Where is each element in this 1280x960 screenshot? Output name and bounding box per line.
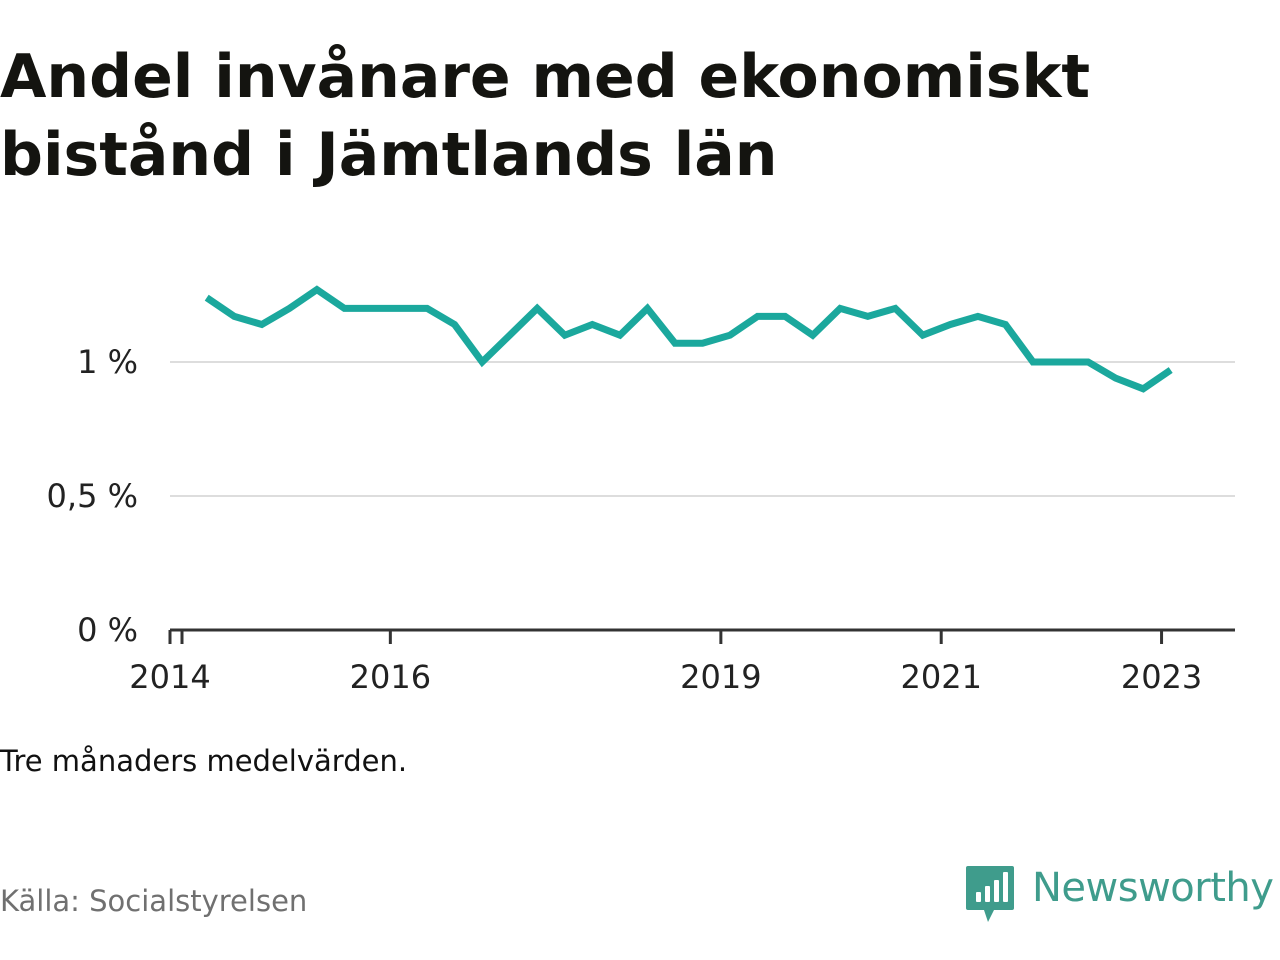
x-axis-labels: 2014 2016 2019 2021 2023	[129, 658, 1202, 696]
chart-note: Tre månaders medelvärden.	[0, 744, 408, 778]
y-tick-label: 0,5 %	[47, 477, 138, 515]
brand-name: Newsworthy	[1032, 865, 1274, 911]
series-line	[204, 285, 1173, 393]
brand[interactable]: Newsworthy	[964, 862, 1274, 926]
chart-title: Andel invånare med ekonomiskt bistånd i …	[0, 42, 1091, 190]
line-chart: 0 % 0,5 % 1 % 2014 2016 2019 2021 2023	[47, 285, 1235, 696]
x-tick-label: 2014	[129, 658, 210, 696]
x-tick-label: 2016	[350, 658, 431, 696]
x-tick-label: 2023	[1121, 658, 1202, 696]
y-tick-label: 0 %	[77, 611, 138, 649]
x-tick-label: 2021	[900, 658, 981, 696]
gridlines	[170, 361, 1235, 497]
source-credit: Källa: Socialstyrelsen	[0, 884, 308, 918]
y-axis-labels: 0 % 0,5 % 1 %	[47, 343, 138, 649]
x-tick-label: 2019	[680, 658, 761, 696]
y-tick-label: 1 %	[77, 343, 138, 381]
newsworthy-logo-icon	[966, 866, 1014, 922]
x-axis-ticks	[168, 630, 1164, 644]
